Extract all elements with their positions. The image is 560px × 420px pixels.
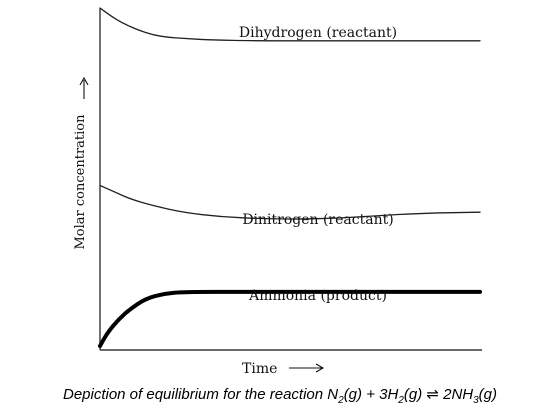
series-labels: Dihydrogen (reactant) Dinitrogen (reactan…: [239, 25, 397, 304]
axes: [99, 8, 482, 351]
caption-part-4: (g): [478, 386, 498, 403]
caption-part-3: (g) ⇌ 2NH: [403, 386, 474, 403]
y-axis-label: Molar concentration: [73, 114, 88, 250]
series-label-ammonia-product: Ammonia (product): [248, 288, 387, 304]
series-layer: [98, 7, 482, 348]
caption-sub-3: 3: [473, 395, 479, 406]
series-line-dihydrogen-reactant: [99, 7, 481, 42]
y-axis-arrow-icon: [79, 76, 89, 99]
series-label-dinitrogen-reactant: Dinitrogen (reactant): [242, 212, 393, 228]
caption-part-2: (g) + 3H: [343, 386, 399, 403]
caption-sub-1: 2: [338, 395, 344, 406]
series-line-dinitrogen-reactant: [99, 184, 481, 220]
caption-sub-2: 2: [398, 395, 404, 406]
figure-caption: Depiction of equilibrium for the reactio…: [0, 385, 560, 406]
x-axis-arrow-icon: [289, 363, 325, 373]
caption-prefix: Depiction of equilibrium for the reactio…: [62, 386, 339, 403]
series-label-dihydrogen-reactant: Dihydrogen (reactant): [239, 25, 397, 41]
series-line-ammonia-product: [98, 289, 482, 348]
x-axis-label: Time: [242, 361, 277, 377]
